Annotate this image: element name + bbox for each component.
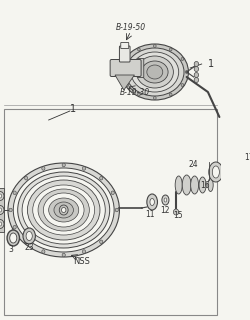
Ellipse shape [26, 231, 32, 241]
Circle shape [194, 73, 198, 77]
Ellipse shape [182, 175, 191, 195]
Polygon shape [115, 75, 134, 90]
Text: 1: 1 [70, 104, 75, 114]
FancyBboxPatch shape [0, 188, 4, 232]
Circle shape [0, 205, 4, 214]
Circle shape [13, 191, 16, 195]
Text: 24: 24 [188, 160, 198, 169]
FancyBboxPatch shape [4, 109, 217, 315]
Text: 16: 16 [200, 181, 210, 190]
Circle shape [138, 48, 140, 51]
Ellipse shape [164, 198, 167, 202]
Circle shape [185, 70, 188, 74]
Ellipse shape [136, 56, 173, 88]
Ellipse shape [147, 194, 158, 210]
Circle shape [100, 240, 103, 244]
Text: B-19-30: B-19-30 [120, 87, 150, 97]
Text: 1: 1 [208, 59, 214, 69]
Text: 15: 15 [173, 211, 183, 220]
Circle shape [181, 58, 184, 60]
Circle shape [82, 167, 86, 170]
Ellipse shape [208, 179, 213, 191]
Circle shape [138, 93, 140, 96]
Circle shape [194, 61, 198, 67]
Circle shape [42, 167, 45, 170]
Ellipse shape [209, 162, 223, 182]
Ellipse shape [162, 195, 169, 205]
Ellipse shape [22, 176, 105, 244]
Circle shape [126, 84, 128, 86]
Circle shape [42, 250, 45, 253]
Circle shape [122, 70, 124, 74]
Circle shape [0, 208, 2, 212]
Circle shape [62, 207, 66, 212]
Text: B-19-50: B-19-50 [116, 22, 146, 31]
Circle shape [115, 208, 118, 212]
Ellipse shape [126, 48, 184, 96]
Ellipse shape [142, 61, 168, 83]
Ellipse shape [18, 172, 110, 248]
Ellipse shape [7, 230, 20, 246]
Circle shape [126, 58, 128, 60]
Circle shape [24, 176, 28, 180]
Ellipse shape [54, 202, 74, 218]
Ellipse shape [49, 198, 79, 222]
Circle shape [154, 44, 156, 47]
Circle shape [111, 191, 114, 195]
Circle shape [230, 155, 235, 161]
Ellipse shape [199, 177, 206, 193]
Ellipse shape [13, 168, 114, 252]
Circle shape [82, 250, 86, 253]
FancyBboxPatch shape [138, 59, 144, 77]
Circle shape [170, 93, 172, 96]
Text: 3: 3 [8, 245, 13, 254]
FancyBboxPatch shape [121, 43, 129, 49]
Circle shape [59, 205, 68, 215]
Ellipse shape [212, 166, 220, 178]
FancyBboxPatch shape [120, 46, 130, 62]
Circle shape [0, 194, 2, 198]
Text: NSS: NSS [73, 258, 90, 267]
Circle shape [194, 77, 198, 83]
Ellipse shape [6, 162, 121, 258]
Ellipse shape [10, 233, 17, 243]
Ellipse shape [23, 228, 36, 244]
Ellipse shape [28, 180, 100, 240]
Circle shape [13, 225, 16, 229]
Circle shape [100, 176, 103, 180]
Circle shape [174, 209, 179, 215]
Circle shape [9, 208, 12, 212]
Ellipse shape [33, 185, 95, 235]
FancyBboxPatch shape [226, 149, 246, 167]
Ellipse shape [38, 189, 89, 231]
Circle shape [237, 155, 242, 161]
Circle shape [62, 253, 65, 257]
Ellipse shape [150, 198, 154, 205]
Circle shape [0, 220, 4, 228]
Circle shape [170, 48, 172, 51]
Ellipse shape [43, 193, 84, 227]
Text: 11: 11 [146, 210, 155, 219]
Ellipse shape [191, 176, 198, 194]
Ellipse shape [8, 163, 119, 257]
Circle shape [194, 67, 198, 71]
FancyBboxPatch shape [110, 60, 141, 76]
Ellipse shape [175, 176, 182, 194]
Circle shape [0, 191, 4, 201]
Circle shape [62, 163, 65, 167]
Circle shape [24, 240, 28, 244]
Text: 23: 23 [24, 243, 34, 252]
Ellipse shape [147, 65, 163, 79]
Circle shape [0, 222, 2, 226]
Ellipse shape [121, 44, 188, 100]
Text: 17: 17 [244, 153, 250, 162]
Circle shape [154, 97, 156, 100]
Text: 12: 12 [161, 206, 170, 215]
Ellipse shape [131, 52, 179, 92]
Circle shape [181, 84, 184, 86]
